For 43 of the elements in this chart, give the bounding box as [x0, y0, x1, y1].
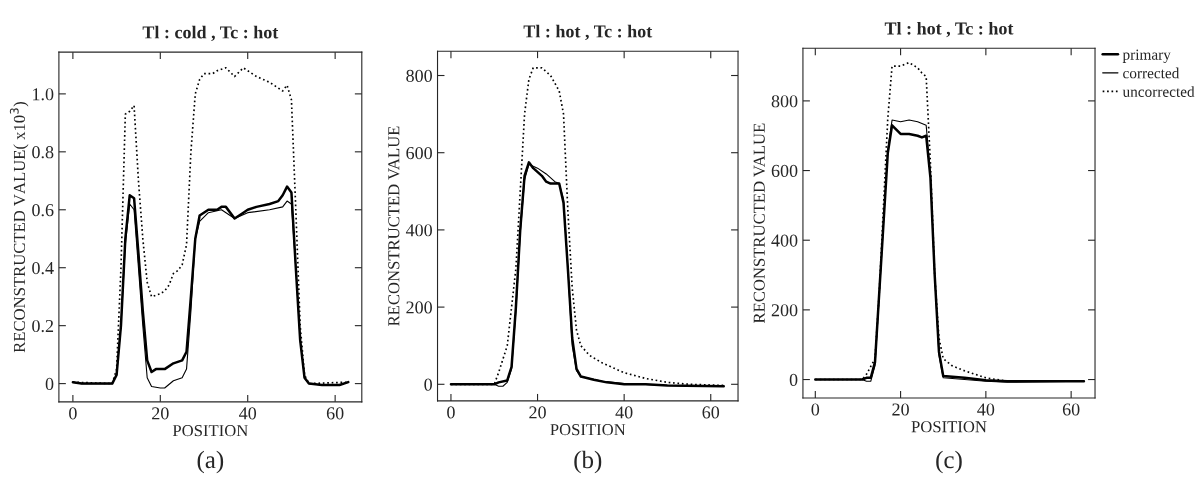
text: (c) — [936, 450, 962, 474]
y-tick-label: 200 — [771, 304, 798, 317]
y-tick-label: 800 — [771, 95, 798, 108]
y-tick-label: 0.8 — [32, 146, 54, 159]
chart-title: Tl : hot , Tc : hot — [523, 24, 653, 41]
y-axis-title: RECONSTRUCTED VALUE — [388, 126, 400, 326]
y-tick-label: 0.2 — [32, 319, 54, 333]
y-tick-label: 800 — [406, 69, 432, 82]
y-tick-label: 200 — [406, 301, 432, 314]
x-axis-title: POSITION — [172, 425, 248, 437]
x-tick-label: 0 — [69, 407, 77, 420]
x-axis-title: POSITION — [911, 421, 987, 433]
y-tick-label: 0 — [789, 373, 798, 386]
y-axis-title: RECONSTRUCTED VALUE( x10$^{3}$) — [9, 102, 29, 353]
chart-title: Tl : cold , Tc : hot — [142, 25, 279, 42]
x-tick-label: 60 — [1062, 403, 1080, 416]
y-tick-label: 0.6 — [32, 204, 54, 217]
x-tick-label: 40 — [615, 406, 633, 419]
y-tick-label: 0 — [424, 378, 432, 391]
x-axis-title: POSITION — [550, 424, 626, 436]
x-tick-label: 20 — [152, 407, 169, 420]
legend-label: uncorrected — [1122, 86, 1195, 97]
x-tick-label: 40 — [977, 403, 995, 416]
x-tick-label: 60 — [702, 406, 720, 419]
legend-label: primary — [1122, 49, 1171, 63]
chart-title: Tl : hot , Tc : hot — [884, 21, 1014, 38]
y-tick-label: 1.0 — [33, 88, 54, 101]
y-tick-label: 400 — [771, 234, 798, 247]
y-tick-label: 600 — [771, 164, 798, 177]
y-tick-label: 0 — [45, 377, 54, 391]
x-tick-label: 20 — [529, 406, 546, 419]
x-tick-label: 0 — [811, 403, 820, 416]
y-axis-title: RECONSTRUCTED VALUE — [753, 123, 765, 324]
x-tick-label: 60 — [326, 407, 344, 420]
x-tick-label: 40 — [239, 407, 257, 420]
text: (a) — [197, 450, 224, 474]
y-tick-label: 600 — [406, 146, 432, 160]
x-tick-label: 0 — [447, 406, 455, 419]
text: (b) — [574, 450, 602, 474]
legend-label: corrected — [1123, 67, 1180, 79]
y-tick-label: 0.4 — [32, 261, 54, 275]
y-tick-label: 400 — [405, 224, 432, 237]
x-tick-label: 20 — [892, 403, 909, 416]
